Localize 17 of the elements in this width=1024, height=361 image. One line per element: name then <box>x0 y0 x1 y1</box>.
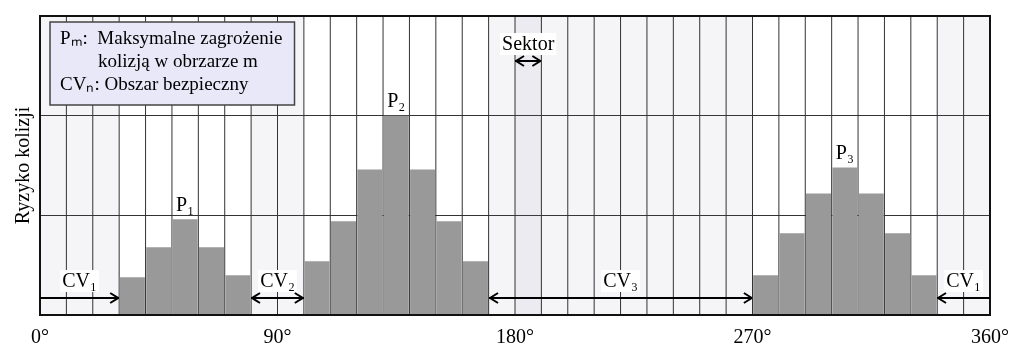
x-tick-label: 360° <box>971 325 1009 348</box>
annotation: P₃ <box>835 140 854 163</box>
annotation: P₂ <box>387 88 406 111</box>
x-tick-label: 270° <box>733 325 772 348</box>
y-axis-title: Ryzyko kolizji <box>11 106 35 225</box>
band-label: CV₁ <box>946 269 981 292</box>
band-label: CV₃ <box>603 269 638 292</box>
band-label: CV₁ <box>62 269 97 292</box>
text: CVₙ: Obszar bezpieczny <box>60 73 249 95</box>
band-label: CV₂ <box>260 269 295 292</box>
bar <box>753 275 779 315</box>
text: Pₘ: Maksymalne zagrożenie kolizją w obrzarze m <box>60 27 283 72</box>
x-tick-label: 90° <box>263 325 292 348</box>
annotation: P₁ <box>176 192 195 215</box>
x-tick-label: 180° <box>496 325 534 348</box>
band-label: Sektor <box>502 32 555 55</box>
x-tick-label: 0° <box>31 325 49 348</box>
